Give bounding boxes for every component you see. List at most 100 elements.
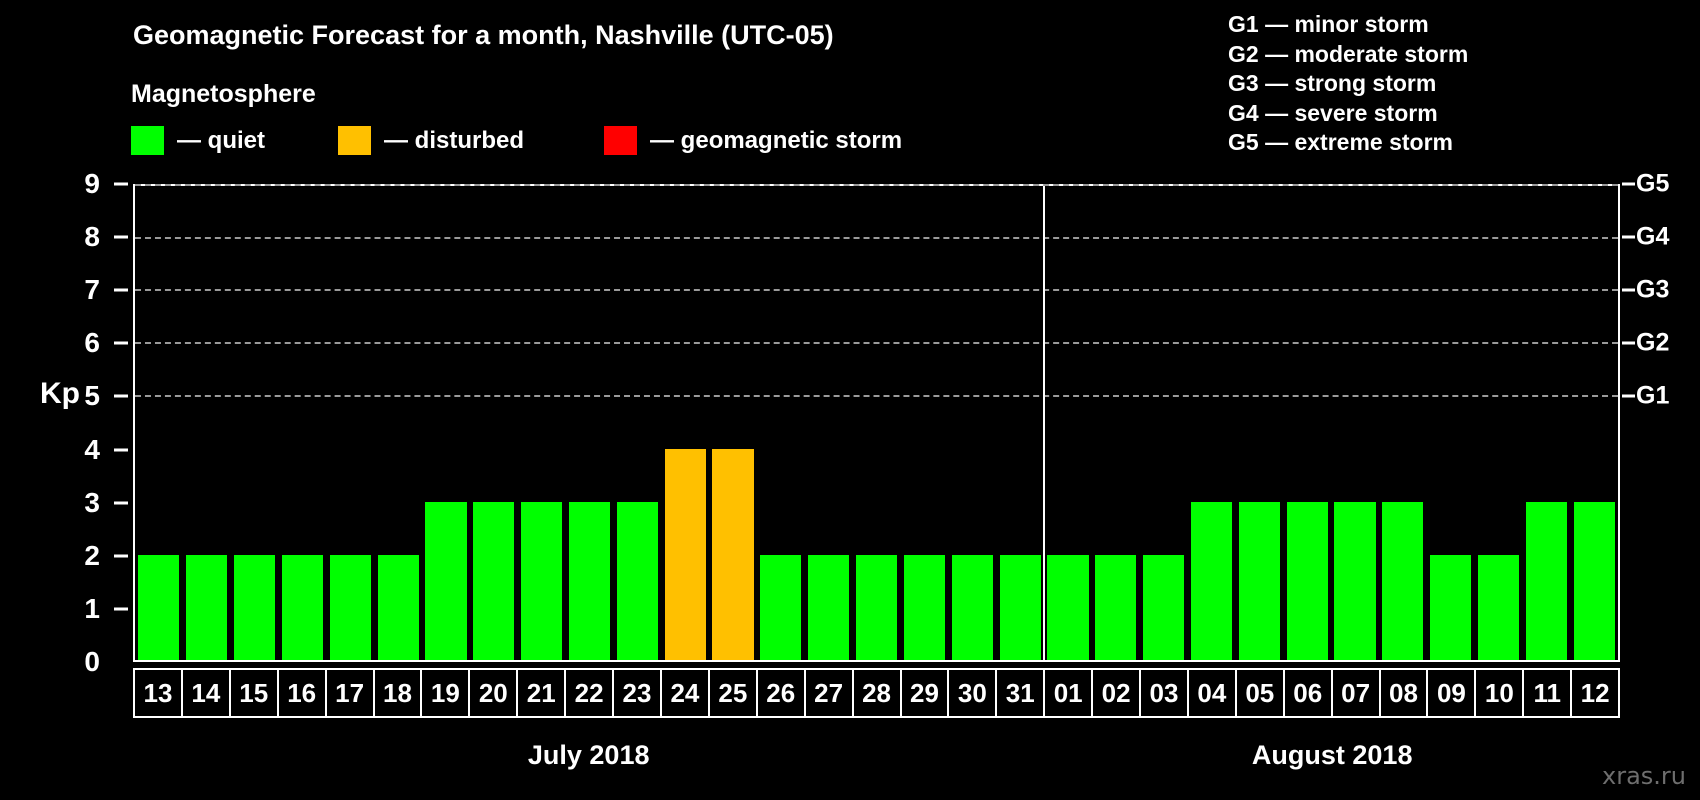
bar-15[interactable] xyxy=(234,554,276,660)
date-label-09[interactable]: 09 xyxy=(1428,670,1477,716)
y-tick-label-4: 4 xyxy=(84,433,100,465)
date-label-25[interactable]: 25 xyxy=(710,670,758,716)
date-label-01[interactable]: 01 xyxy=(1045,670,1094,716)
date-label-24[interactable]: 24 xyxy=(662,670,710,716)
bar-cell[interactable] xyxy=(1283,186,1331,660)
bar-cell[interactable] xyxy=(183,186,231,660)
bar-cell[interactable] xyxy=(1475,186,1523,660)
bar-05[interactable] xyxy=(1238,502,1280,660)
bar-13[interactable] xyxy=(138,554,180,660)
bar-cell[interactable] xyxy=(231,186,279,660)
bar-cell[interactable] xyxy=(1235,186,1283,660)
date-label-29[interactable]: 29 xyxy=(902,670,950,716)
date-label-27[interactable]: 27 xyxy=(806,670,854,716)
date-label-14[interactable]: 14 xyxy=(183,670,231,716)
bar-cell[interactable] xyxy=(1427,186,1475,660)
bar-cell[interactable] xyxy=(709,186,757,660)
bar-cell[interactable] xyxy=(996,186,1044,660)
date-label-06[interactable]: 06 xyxy=(1285,670,1333,716)
bar-cell[interactable] xyxy=(518,186,566,660)
date-label-20[interactable]: 20 xyxy=(470,670,519,716)
bar-30[interactable] xyxy=(951,554,993,660)
legend-swatch-storm xyxy=(604,126,638,155)
bar-29[interactable] xyxy=(903,554,945,660)
date-label-19[interactable]: 19 xyxy=(422,670,471,716)
bar-cell[interactable] xyxy=(326,186,374,660)
date-label-13[interactable]: 13 xyxy=(135,670,183,716)
bar-cell[interactable] xyxy=(1140,186,1188,660)
date-label-02[interactable]: 02 xyxy=(1093,670,1142,716)
bar-19[interactable] xyxy=(425,502,467,660)
bar-28[interactable] xyxy=(856,554,898,660)
date-label-03[interactable]: 03 xyxy=(1141,670,1189,716)
bar-02[interactable] xyxy=(1095,554,1137,660)
bar-09[interactable] xyxy=(1430,554,1472,660)
bar-cell[interactable] xyxy=(661,186,709,660)
date-label-30[interactable]: 30 xyxy=(949,670,998,716)
bar-22[interactable] xyxy=(568,502,611,660)
bar-12[interactable] xyxy=(1573,502,1615,660)
date-label-08[interactable]: 08 xyxy=(1381,670,1429,716)
bar-11[interactable] xyxy=(1525,502,1567,660)
bar-17[interactable] xyxy=(329,554,371,660)
date-label-12[interactable]: 12 xyxy=(1580,677,1610,708)
bar-03[interactable] xyxy=(1143,554,1185,660)
date-label-16[interactable]: 16 xyxy=(279,670,327,716)
date-label-23[interactable]: 23 xyxy=(614,670,662,716)
date-label-28[interactable]: 28 xyxy=(854,670,902,716)
date-label-22[interactable]: 22 xyxy=(566,670,615,716)
bar-cell[interactable] xyxy=(1188,186,1236,660)
bar-08[interactable] xyxy=(1382,502,1424,660)
date-label-31[interactable]: 31 xyxy=(997,670,1046,716)
date-label-18[interactable]: 18 xyxy=(375,670,423,716)
bar-cell[interactable] xyxy=(805,186,853,660)
bar-cell[interactable] xyxy=(901,186,949,660)
bar-31[interactable] xyxy=(999,554,1041,660)
bar-20[interactable] xyxy=(473,502,515,660)
date-label-15[interactable]: 15 xyxy=(231,670,279,716)
bar-cell[interactable] xyxy=(566,186,614,660)
bar-18[interactable] xyxy=(377,554,419,660)
bar-cell[interactable] xyxy=(135,186,183,660)
g-scale-row-g2: G2 — moderate storm xyxy=(1228,40,1469,67)
bar-cell[interactable] xyxy=(422,186,470,660)
bar-10[interactable] xyxy=(1477,554,1520,660)
bar-07[interactable] xyxy=(1334,502,1376,660)
bar-cell[interactable] xyxy=(1522,186,1570,660)
bar-cell[interactable] xyxy=(757,186,805,660)
date-label-26[interactable]: 26 xyxy=(758,670,806,716)
bar-23[interactable] xyxy=(616,502,658,660)
bar-01[interactable] xyxy=(1047,554,1089,660)
bar-cell[interactable] xyxy=(279,186,327,660)
bar-04[interactable] xyxy=(1190,502,1233,660)
bar-cell[interactable] xyxy=(1092,186,1140,660)
date-label-10[interactable]: 10 xyxy=(1476,670,1525,716)
date-label-05[interactable]: 05 xyxy=(1237,670,1285,716)
bar-cell[interactable] xyxy=(948,186,996,660)
g-tick-label-g3: G3 xyxy=(1636,275,1670,304)
date-label-17[interactable]: 17 xyxy=(327,670,375,716)
bar-21[interactable] xyxy=(521,502,563,660)
bar-cell[interactable] xyxy=(853,186,901,660)
bar-16[interactable] xyxy=(281,554,324,660)
bar-cell[interactable] xyxy=(1570,186,1618,660)
bar-26[interactable] xyxy=(760,554,802,660)
bar-25[interactable] xyxy=(712,449,754,660)
date-label-11[interactable]: 11 xyxy=(1524,670,1573,716)
bar-cell[interactable] xyxy=(1331,186,1379,660)
bar-14[interactable] xyxy=(186,554,228,660)
bar-cell[interactable] xyxy=(374,186,422,660)
date-label-04[interactable]: 04 xyxy=(1189,670,1237,716)
bar-cell[interactable] xyxy=(470,186,518,660)
bar-cell[interactable] xyxy=(1044,186,1092,660)
gridline-kp-6 xyxy=(135,342,1618,345)
bar-27[interactable] xyxy=(808,554,850,660)
bar-06[interactable] xyxy=(1286,502,1328,660)
bar-24[interactable] xyxy=(664,449,706,660)
date-label-07[interactable]: 07 xyxy=(1333,670,1381,716)
date-label-21[interactable]: 21 xyxy=(518,670,567,716)
bar-cell[interactable] xyxy=(613,186,661,660)
legend-item-storm: — geomagnetic storm xyxy=(604,126,902,155)
bar-cell[interactable] xyxy=(1379,186,1427,660)
y-tick-label-0: 0 xyxy=(84,646,100,677)
